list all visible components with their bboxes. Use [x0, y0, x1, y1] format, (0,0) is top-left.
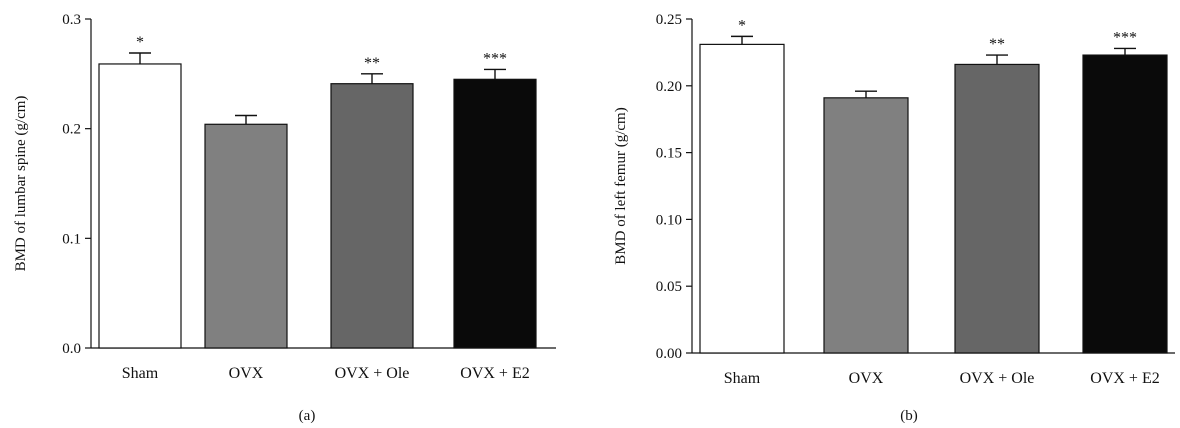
y-tick-label: 0.2	[62, 122, 81, 138]
y-axis-title: BMD of lumbar spine (g/cm)	[13, 96, 29, 272]
panel-label: (a)	[299, 408, 316, 424]
significance-label: ***	[1113, 29, 1137, 46]
chart-panel-a: 0.0 0.1 0.2 0.3 BMD of lumbar spine (g/cm) * S…	[13, 12, 556, 424]
x-tick-label: OVX + Ole	[335, 365, 410, 382]
panel-label: (b)	[900, 408, 918, 424]
bar-3	[453, 78, 537, 349]
bar-0	[98, 63, 182, 349]
y-tick-label: 0.3	[62, 12, 81, 28]
x-tick-label: OVX + E2	[1090, 370, 1159, 387]
significance-label: ***	[483, 50, 507, 67]
y-tick-label: 0.20	[656, 79, 682, 95]
y-tick-label: 0.05	[656, 279, 682, 295]
bar-3	[1082, 54, 1168, 354]
bar-2	[954, 63, 1040, 354]
chart-panel-b: 0.00 0.05 0.10 0.15 0.20 0.25 BMD of left femu…	[613, 12, 1175, 424]
y-tick-label: 0.15	[656, 146, 682, 162]
x-tick-label: Sham	[122, 365, 159, 382]
bar-2	[330, 83, 414, 349]
y-tick-label: 0.00	[656, 346, 682, 362]
significance-label: *	[136, 34, 144, 51]
bar-1	[823, 97, 909, 354]
y-tick-label: 0.1	[62, 231, 81, 247]
x-tick-label: OVX	[229, 365, 264, 382]
bar-0	[699, 43, 785, 354]
x-tick-label: OVX + E2	[460, 365, 529, 382]
significance-label: **	[364, 55, 380, 72]
y-tick-label: 0.10	[656, 212, 682, 228]
y-tick-label: 0.0	[62, 341, 81, 357]
x-tick-label: OVX + Ole	[960, 370, 1035, 387]
x-tick-label: Sham	[724, 370, 761, 387]
y-tick-label: 0.25	[656, 12, 682, 28]
significance-label: **	[989, 36, 1005, 53]
x-tick-label: OVX	[849, 370, 884, 387]
y-axis-title: BMD of left femur (g/cm)	[613, 107, 629, 264]
bar-1	[204, 123, 288, 349]
significance-label: *	[738, 17, 746, 34]
